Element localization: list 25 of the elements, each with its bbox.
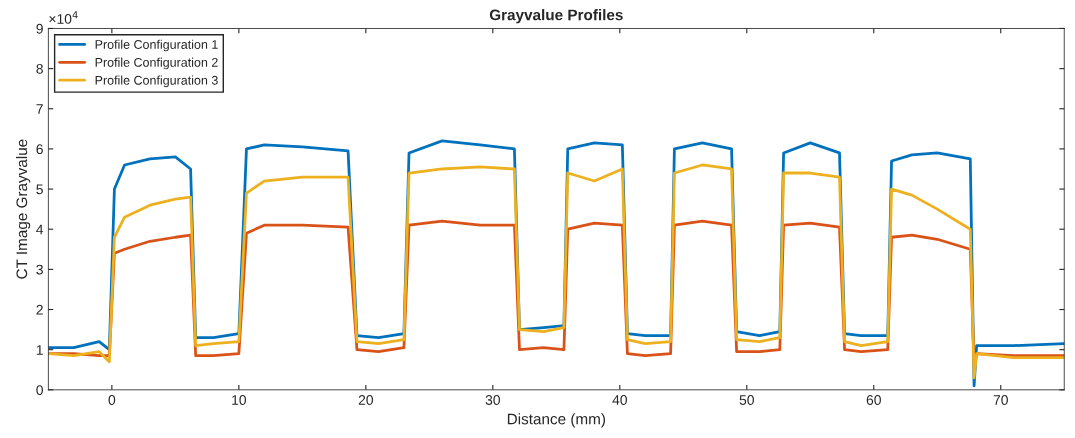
y-tick-label: 2 bbox=[36, 304, 43, 315]
legend-label: Profile Configuration 2 bbox=[95, 57, 218, 70]
y-tick-label: 0 bbox=[36, 385, 43, 395]
chart-title: Grayvalue Profiles bbox=[489, 9, 623, 24]
text: ×10$^{4}$ bbox=[49, 11, 78, 24]
y-tick-label: 9 bbox=[36, 23, 43, 34]
y-tick-label: 1 bbox=[36, 345, 43, 355]
x-tick-label: 10 bbox=[232, 395, 247, 405]
y-tick-label: 6 bbox=[36, 144, 43, 155]
x-tick-label: 50 bbox=[739, 395, 754, 405]
x-tick-label: 20 bbox=[358, 395, 374, 405]
y-tick-label: 5 bbox=[36, 184, 43, 195]
y-tick-label: 8 bbox=[36, 63, 43, 74]
x-tick-label: 0 bbox=[108, 395, 116, 405]
x-tick-label: 30 bbox=[485, 395, 500, 405]
legend-label: Profile Configuration 3 bbox=[95, 75, 218, 88]
y-axis-title: CT Image Grayvalue bbox=[15, 139, 31, 279]
y-tick-label: 3 bbox=[36, 264, 43, 275]
x-tick-label: 40 bbox=[612, 395, 627, 405]
x-tick-label: 60 bbox=[866, 395, 881, 405]
y-tick-label: 4 bbox=[36, 224, 44, 235]
y-tick-label: 7 bbox=[36, 104, 43, 114]
x-axis-title: Distance (mm) bbox=[507, 413, 606, 428]
legend-label: Profile Configuration 1 bbox=[95, 39, 218, 52]
x-tick-label: 70 bbox=[993, 395, 1008, 405]
